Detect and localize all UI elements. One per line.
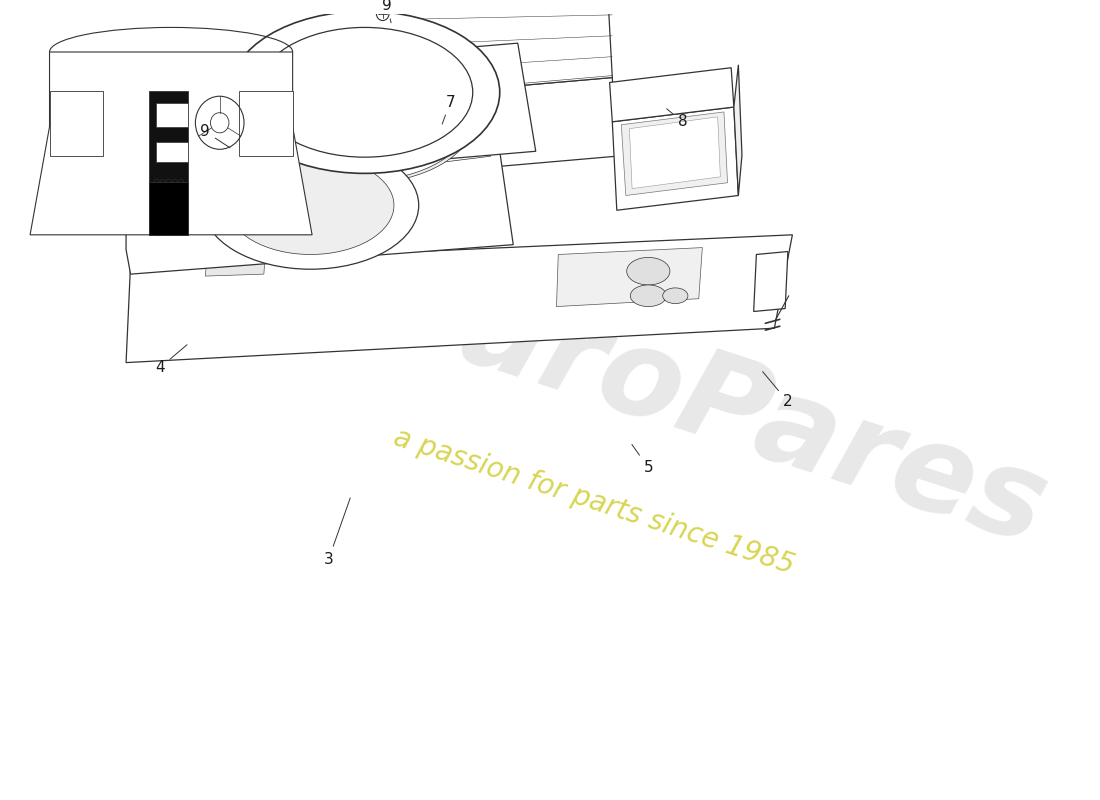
- Ellipse shape: [627, 258, 670, 285]
- Ellipse shape: [662, 288, 688, 304]
- Text: 8: 8: [667, 109, 688, 130]
- Polygon shape: [206, 253, 265, 276]
- Text: 3: 3: [323, 498, 350, 566]
- Polygon shape: [324, 0, 613, 102]
- Polygon shape: [621, 112, 727, 195]
- Text: euroPares: euroPares: [365, 244, 1062, 570]
- Polygon shape: [734, 65, 742, 195]
- Polygon shape: [233, 112, 235, 141]
- Polygon shape: [629, 117, 720, 189]
- Polygon shape: [244, 52, 248, 80]
- Polygon shape: [306, 18, 333, 195]
- Polygon shape: [150, 182, 188, 235]
- Polygon shape: [235, 64, 239, 93]
- Text: a passion for parts since 1985: a passion for parts since 1985: [390, 423, 799, 579]
- Ellipse shape: [254, 50, 475, 183]
- Polygon shape: [310, 166, 333, 186]
- Polygon shape: [232, 108, 233, 137]
- Circle shape: [235, 178, 251, 194]
- Polygon shape: [233, 68, 235, 97]
- Text: 4: 4: [155, 345, 187, 375]
- Text: 2: 2: [762, 372, 793, 410]
- Polygon shape: [178, 130, 230, 148]
- Text: 5: 5: [631, 445, 653, 475]
- Polygon shape: [50, 91, 103, 156]
- Polygon shape: [329, 78, 617, 181]
- Polygon shape: [231, 103, 232, 133]
- Text: 9: 9: [200, 124, 230, 148]
- Polygon shape: [112, 43, 536, 186]
- Ellipse shape: [228, 156, 394, 254]
- Polygon shape: [241, 125, 244, 154]
- Polygon shape: [754, 251, 788, 311]
- Ellipse shape: [230, 11, 499, 174]
- Ellipse shape: [202, 142, 419, 270]
- Polygon shape: [613, 107, 738, 210]
- Ellipse shape: [258, 54, 471, 181]
- Circle shape: [232, 142, 245, 155]
- Text: 7: 7: [442, 94, 455, 124]
- Ellipse shape: [256, 27, 473, 157]
- Polygon shape: [231, 77, 232, 106]
- Polygon shape: [156, 142, 188, 162]
- Polygon shape: [609, 68, 734, 122]
- Circle shape: [376, 6, 389, 21]
- Polygon shape: [156, 103, 188, 126]
- Polygon shape: [232, 72, 233, 102]
- Polygon shape: [150, 91, 188, 235]
- Polygon shape: [30, 52, 312, 235]
- Polygon shape: [241, 56, 244, 84]
- Polygon shape: [239, 121, 241, 150]
- Polygon shape: [235, 117, 239, 146]
- Ellipse shape: [630, 285, 667, 306]
- Polygon shape: [126, 235, 792, 362]
- Polygon shape: [557, 247, 702, 306]
- Text: 9: 9: [383, 0, 392, 22]
- Polygon shape: [329, 117, 491, 176]
- Polygon shape: [244, 129, 248, 158]
- Polygon shape: [239, 91, 293, 156]
- Polygon shape: [126, 107, 514, 274]
- Polygon shape: [239, 60, 241, 89]
- Polygon shape: [157, 202, 176, 236]
